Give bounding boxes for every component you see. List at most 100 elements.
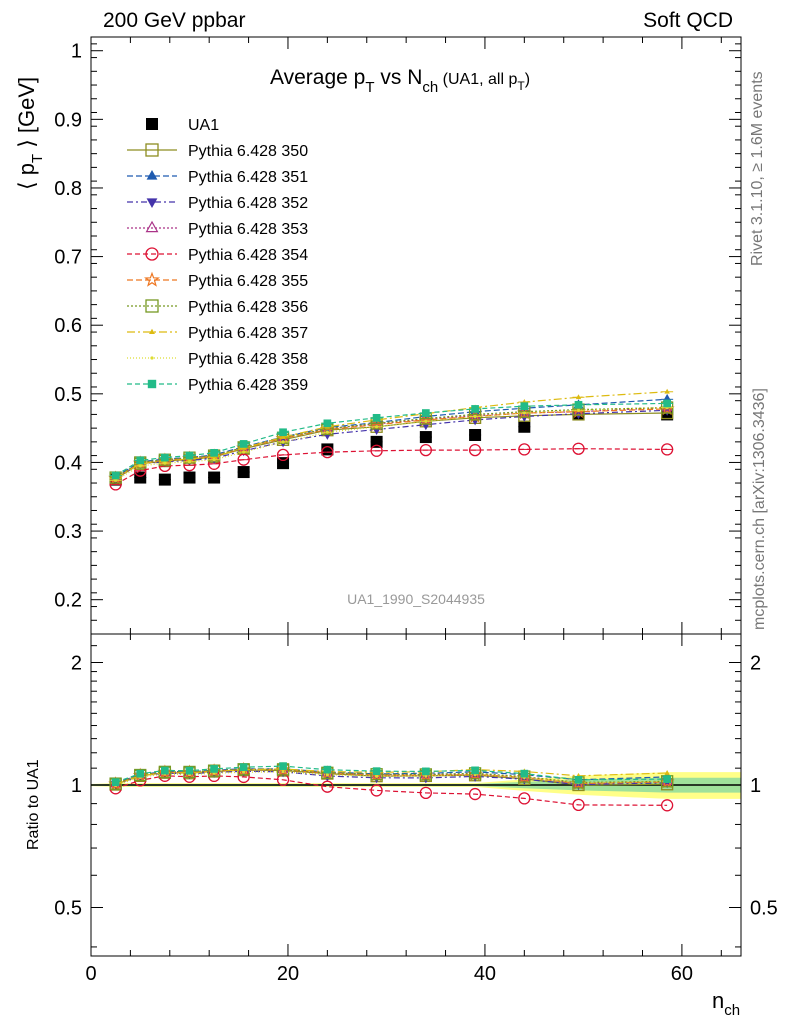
legend-marker — [147, 379, 157, 389]
legend-marker — [146, 170, 158, 180]
ratio-y-tick-label-right: 0.5 — [750, 897, 778, 919]
analysis-watermark: UA1_1990_S2044935 — [347, 591, 485, 607]
data-point — [183, 471, 196, 484]
ratio-point — [418, 767, 434, 782]
ratio-line — [115, 771, 668, 787]
x-axis-label: nch — [712, 988, 740, 1019]
data-point — [325, 430, 329, 434]
ratio-line — [115, 765, 668, 783]
y-tick-label: 0.8 — [54, 178, 82, 200]
ratio-point — [663, 775, 671, 783]
ratio-point — [572, 798, 585, 812]
legend-item: Pythia 6.428 352 — [127, 195, 308, 212]
ratio-y-tick-label: 2 — [71, 653, 82, 675]
legend-label: Pythia 6.428 350 — [188, 143, 308, 160]
legend-label: Pythia 6.428 359 — [188, 377, 308, 394]
data-point — [280, 434, 286, 439]
data-point — [276, 448, 290, 462]
legend-marker — [145, 299, 159, 313]
ratio-point — [281, 770, 285, 774]
main-panel: 0.20.30.40.50.60.70.80.91 Average pT vs … — [14, 36, 742, 635]
data-point — [279, 428, 287, 437]
ratio-point — [111, 778, 120, 787]
title-sub-c: T — [517, 79, 525, 93]
xlabel-part-a: n — [712, 988, 724, 1013]
chart-title: Average pT vs Nch (UA1, all pT) — [270, 66, 530, 96]
series-6 — [108, 401, 675, 485]
ratio-panel: 0.5 0.51 12 20 20 40 60 Ratio to UA1 — [25, 633, 778, 985]
ratio-point — [185, 766, 194, 775]
series-0 — [109, 408, 674, 486]
legend-marker — [149, 328, 155, 334]
data-point — [469, 429, 482, 441]
data-point — [208, 471, 221, 484]
data-point — [239, 440, 248, 448]
data-point — [114, 478, 118, 482]
ratio-frame — [90, 633, 742, 957]
legend-item: UA1 — [146, 117, 219, 134]
ratio-line — [115, 768, 668, 785]
ratio-point — [136, 769, 145, 778]
data-point — [163, 461, 167, 465]
legend-label: UA1 — [188, 117, 219, 134]
data-point — [111, 471, 120, 480]
data-point — [281, 440, 285, 444]
ratio-point — [468, 787, 482, 801]
ratio-y-axis-label: Ratio to UA1 — [25, 759, 42, 850]
data-point — [663, 399, 671, 408]
data-point — [236, 440, 252, 455]
title-part-b: vs N — [375, 66, 423, 89]
ratio-point — [518, 792, 531, 805]
data-point — [323, 419, 332, 428]
data-point — [522, 411, 526, 415]
legend-marker — [144, 271, 160, 287]
legend-item: Pythia 6.428 359 — [127, 377, 308, 394]
ratio-point — [419, 786, 432, 800]
ylabel-part-a: ⟨ p — [14, 163, 39, 190]
data-point — [419, 443, 432, 457]
ratio-point — [158, 765, 172, 778]
legend-label: Pythia 6.428 357 — [188, 325, 308, 342]
legend-item: Pythia 6.428 355 — [127, 271, 308, 290]
data-point — [664, 388, 670, 394]
ratio-point — [372, 767, 381, 776]
ratio-point — [370, 784, 383, 797]
ratio-point — [467, 766, 483, 781]
data-point — [419, 431, 432, 444]
ratio-point — [664, 769, 670, 775]
xlabel-sub: ch — [724, 1002, 740, 1019]
data-point — [370, 435, 383, 448]
legend-marker — [145, 143, 159, 157]
data-point — [471, 405, 479, 413]
ratio-point — [210, 765, 218, 773]
ratio-point — [325, 773, 329, 777]
legend-label: Pythia 6.428 358 — [188, 351, 308, 368]
ratio-point — [660, 799, 674, 812]
legend-item: Pythia 6.428 351 — [127, 169, 308, 186]
legend-item: Pythia 6.428 350 — [127, 143, 308, 160]
y-tick-label: 0.7 — [54, 247, 82, 269]
data-point — [659, 401, 675, 416]
legend-label: Pythia 6.428 355 — [188, 273, 308, 290]
legend-marker — [146, 198, 158, 208]
legend: UA1 Pythia 6.428 350 Pythia 6.428 351 Pythi… — [127, 117, 308, 394]
ratio-line — [115, 770, 668, 786]
ratio-point — [375, 774, 379, 778]
legend-item: Pythia 6.428 357 — [127, 325, 308, 342]
y-tick-label: 0.6 — [54, 315, 82, 337]
data-point — [321, 446, 334, 459]
legend-label: Pythia 6.428 351 — [188, 169, 308, 186]
ratio-series-10 — [111, 762, 671, 787]
legend-marker — [150, 356, 154, 360]
title-part-a: Average p — [270, 66, 365, 89]
data-point — [237, 453, 250, 466]
data-point — [138, 464, 142, 468]
legend-item: Pythia 6.428 354 — [127, 247, 308, 264]
legend-marker — [145, 247, 159, 261]
series-line — [115, 391, 668, 479]
legend-label: Pythia 6.428 352 — [188, 195, 308, 212]
title-sub-b: ch — [422, 79, 438, 96]
ratio-y-tick-label-right: 2 — [750, 653, 761, 675]
legend-item: Pythia 6.428 356 — [127, 299, 308, 316]
